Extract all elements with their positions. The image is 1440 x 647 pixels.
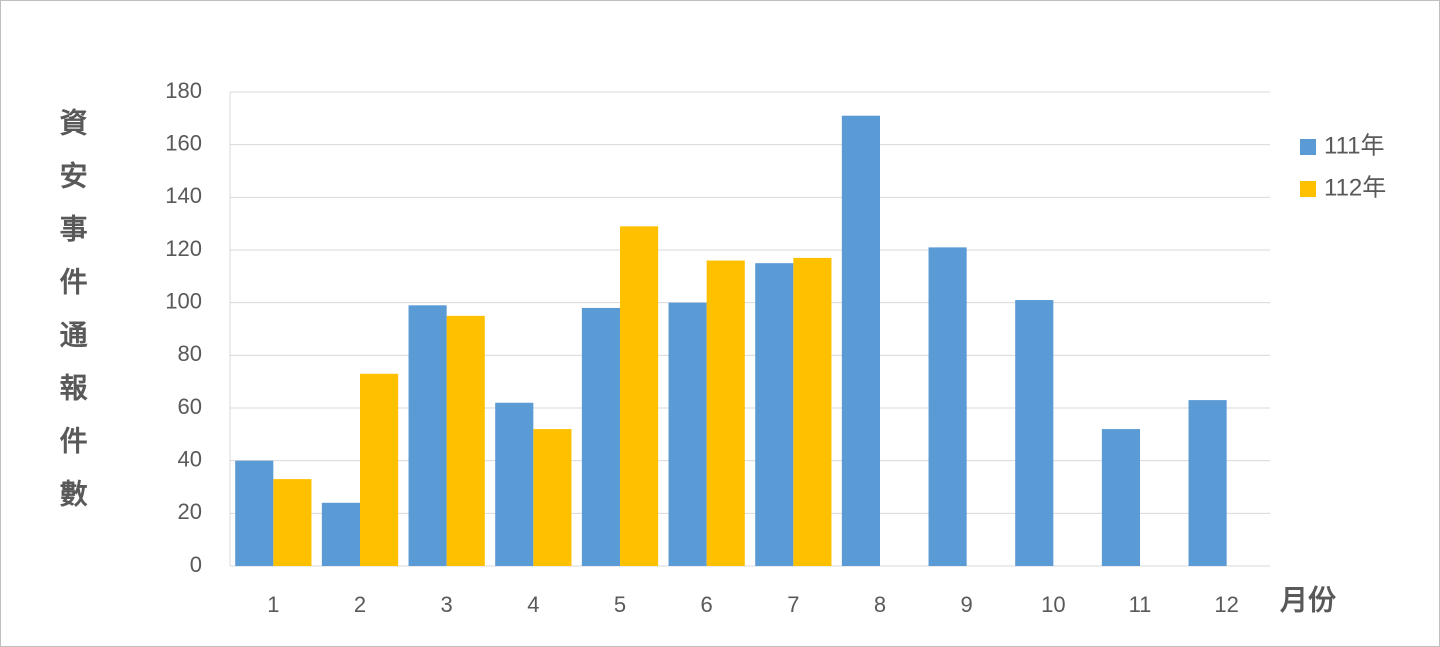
bar [793, 257, 832, 566]
bar [706, 260, 745, 566]
x-tick-label: 6 [701, 592, 713, 617]
x-tick-label: 2 [354, 592, 366, 617]
y-tick-label: 100 [165, 288, 202, 313]
bar [1188, 400, 1227, 566]
y-tick-label: 0 [190, 552, 202, 577]
bar [235, 460, 274, 566]
x-tick-label: 7 [787, 592, 799, 617]
legend-label: 111年 [1324, 132, 1384, 159]
bar [1015, 300, 1054, 566]
x-axis-title: 月份 [1279, 584, 1336, 615]
bar [273, 479, 312, 566]
bar [581, 307, 620, 566]
x-tick-label: 8 [874, 592, 886, 617]
y-tick-label: 120 [165, 236, 202, 261]
y-tick-label: 20 [178, 499, 202, 524]
x-tick-label: 12 [1214, 592, 1238, 617]
x-tick-label: 4 [527, 592, 539, 617]
bar [321, 502, 360, 566]
legend-label: 112年 [1324, 174, 1386, 201]
legend-swatch [1300, 139, 1316, 155]
x-tick-label: 3 [441, 592, 453, 617]
x-tick-label: 1 [267, 592, 279, 617]
bar [446, 315, 485, 566]
y-tick-label: 140 [165, 183, 202, 208]
y-tick-label: 40 [178, 446, 202, 471]
bar [533, 429, 572, 566]
x-tick-label: 11 [1129, 592, 1152, 617]
bar [928, 247, 967, 566]
bar [1101, 429, 1140, 566]
y-tick-label: 160 [165, 130, 202, 155]
y-tick-label: 60 [178, 394, 202, 419]
x-tick-label: 5 [614, 592, 626, 617]
bar [408, 305, 447, 566]
bar [360, 373, 399, 566]
x-tick-label: 10 [1041, 592, 1065, 617]
y-axis-title: 資安事件通報件數 [57, 108, 88, 532]
x-tick-label: 9 [961, 592, 973, 617]
y-tick-label: 80 [178, 341, 202, 366]
bar [495, 402, 534, 566]
legend-swatch [1300, 181, 1316, 197]
bar [668, 302, 707, 566]
bar [755, 263, 794, 566]
bar [620, 226, 659, 567]
bar [841, 115, 880, 566]
y-tick-label: 180 [165, 78, 202, 103]
